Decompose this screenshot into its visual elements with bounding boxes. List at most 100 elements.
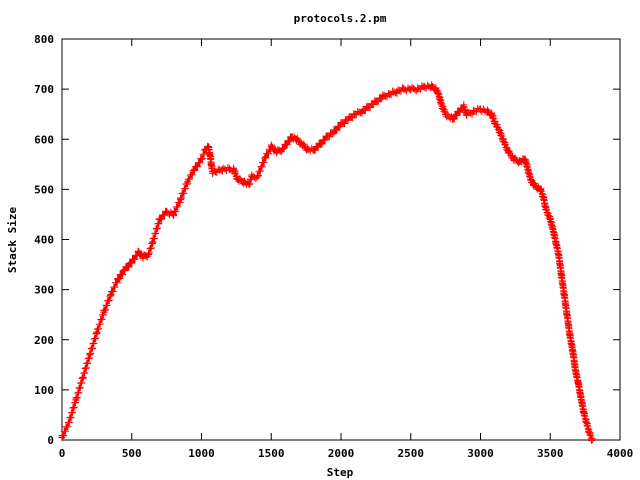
data-point [463, 110, 471, 118]
data-point [563, 311, 571, 319]
data-point [483, 108, 491, 116]
data-point [460, 103, 468, 111]
data-point [490, 118, 498, 126]
data-point [560, 291, 568, 299]
data-point [230, 165, 238, 173]
data-point [583, 418, 591, 426]
data-point [245, 180, 253, 188]
data-point [407, 85, 415, 93]
data-point [577, 393, 585, 401]
data-point [527, 175, 535, 183]
data-point [304, 145, 312, 153]
y-tick-label: 500 [34, 183, 54, 196]
data-point [316, 140, 324, 148]
plot-area: 0 500 1000 1500 2000 2500 3000 3500 4000 0 100 200 3… [34, 33, 633, 460]
data-point [191, 165, 199, 173]
x-axis-label: Step [327, 466, 354, 479]
x-tick-label: 0 [59, 447, 66, 460]
data-point [477, 105, 484, 113]
data-point [516, 158, 524, 166]
data-point [337, 120, 345, 128]
data-point [557, 271, 565, 279]
y-tick-label: 200 [34, 334, 54, 347]
data-point [234, 175, 242, 183]
data-point [524, 165, 532, 173]
data-point [79, 373, 87, 381]
data-point [539, 193, 547, 201]
data-point [585, 428, 593, 436]
x-tick-label: 2000 [328, 447, 355, 460]
data-point [184, 178, 192, 186]
data-point [510, 155, 518, 163]
data-point [239, 178, 247, 186]
data-point [351, 110, 359, 118]
data-point [428, 83, 436, 91]
data-point [156, 215, 164, 223]
data-point [211, 168, 219, 176]
data-point [198, 155, 205, 163]
data-point [58, 433, 66, 441]
data-point [555, 251, 563, 259]
data-point [262, 153, 270, 161]
data-point [65, 418, 73, 426]
data-point [546, 215, 554, 223]
data-point [344, 115, 352, 123]
data-point [532, 183, 540, 191]
data-point [470, 108, 478, 116]
data-point [204, 143, 212, 151]
y-tick-label: 300 [34, 284, 54, 297]
data-point [488, 110, 496, 118]
y-tick-label: 800 [34, 33, 54, 46]
data-point [569, 346, 577, 354]
data-point [298, 140, 306, 148]
data-point [552, 238, 560, 246]
data-point [504, 148, 512, 156]
data-point [414, 85, 422, 93]
data-point [72, 396, 80, 404]
data-point [588, 436, 596, 444]
data-point [163, 208, 171, 216]
data-point [453, 110, 461, 118]
data-point [278, 145, 286, 153]
data-point [114, 276, 122, 284]
data-point [257, 163, 265, 171]
data-point [253, 173, 261, 181]
data-point [292, 135, 300, 143]
y-axis-label: Stack Size [6, 207, 19, 274]
chart-title: protocols.2.pm [294, 12, 387, 25]
plot-frame [61, 38, 621, 441]
x-tick-label: 2500 [398, 447, 425, 460]
data-point [86, 351, 94, 359]
y-tick-label: 600 [34, 133, 54, 146]
x-tick-label: 3500 [537, 447, 564, 460]
data-point [100, 308, 108, 316]
data-point [580, 408, 588, 416]
data-point [267, 143, 275, 151]
y-tick-label: 700 [34, 83, 54, 96]
data-point [449, 115, 457, 123]
data-point [218, 165, 226, 173]
data-point [421, 83, 429, 91]
data-point [542, 205, 550, 213]
data-point [571, 366, 579, 374]
data-point [521, 155, 529, 163]
data-point [437, 100, 445, 108]
data-point [566, 331, 574, 339]
data-point [128, 258, 136, 266]
data-point [499, 135, 507, 143]
data-point [170, 210, 178, 218]
data-point [288, 133, 296, 141]
x-tick-label: 500 [122, 447, 142, 460]
data-point [273, 148, 281, 156]
data-point [177, 195, 185, 203]
data-point [206, 150, 214, 158]
data-point [107, 291, 115, 299]
data-point [207, 160, 215, 168]
data-point [386, 90, 394, 98]
data-point [549, 225, 557, 233]
data-point [365, 103, 373, 111]
data-point [432, 85, 440, 93]
data-point [309, 146, 317, 154]
data-point [121, 266, 129, 274]
data-point [135, 248, 143, 256]
